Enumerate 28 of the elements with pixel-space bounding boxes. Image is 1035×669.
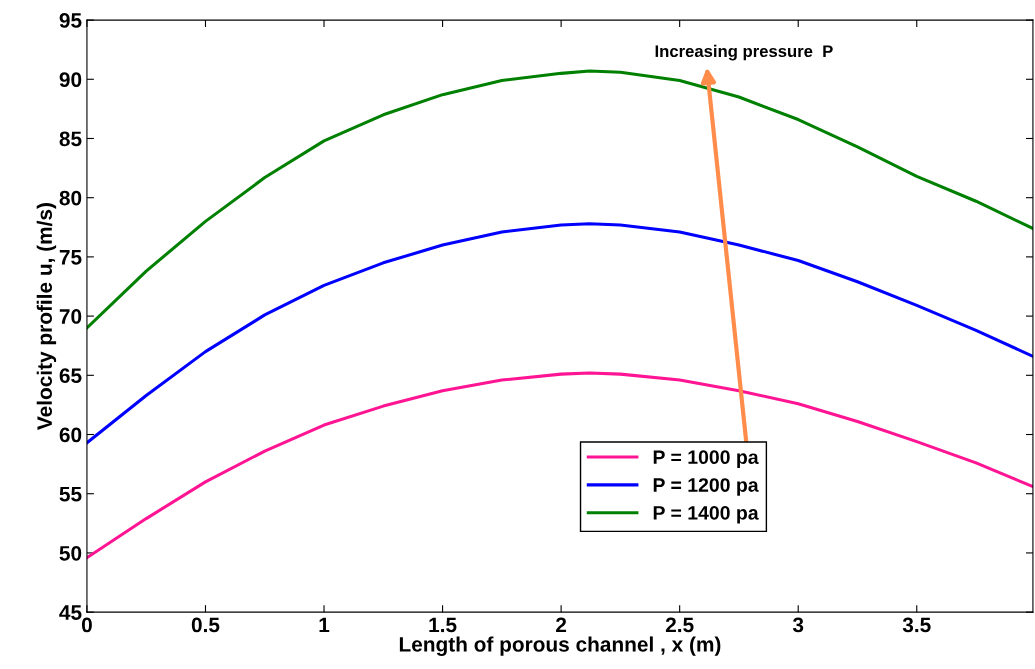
y-tick-label: 80	[59, 190, 82, 206]
x-tick-label: 0.5	[191, 617, 220, 633]
y-axis-title: Velocity profile u, (m/s)	[36, 203, 57, 430]
y-tick-label: 50	[59, 545, 82, 561]
legend-label: P = 1000 pa	[653, 450, 759, 468]
y-tick-label: 95	[59, 13, 82, 28]
y-tick-label: 90	[59, 72, 82, 88]
x-axis-title: Length of porous channel , x (m)	[399, 636, 721, 656]
y-tick-label: 45	[59, 605, 82, 620]
line-series	[86, 222, 1033, 445]
x-tick-label: 1	[319, 617, 330, 633]
x-tick-label: 1.5	[429, 617, 457, 633]
legend-label: P = 1400 pa	[653, 505, 759, 524]
y-tick-label: 75	[59, 250, 82, 265]
legend-label: P = 1200 pa	[653, 478, 759, 496]
x-tick-label: 3.5	[902, 617, 931, 633]
line-series	[86, 371, 1033, 560]
y-tick-label: 65	[59, 368, 82, 384]
y-tick-label: 85	[59, 131, 82, 147]
y-tick-label: 55	[59, 486, 82, 502]
y-tick-label: 70	[59, 309, 82, 324]
x-tick-label: 0	[81, 617, 92, 633]
x-tick-label: 2.5	[665, 617, 694, 633]
x-tick-label: 2	[556, 617, 567, 633]
y-tick-label: 60	[59, 427, 82, 443]
annotation: Increasing pressure P	[655, 44, 833, 61]
x-tick-label: 3	[792, 617, 804, 633]
line-series	[86, 69, 1033, 330]
